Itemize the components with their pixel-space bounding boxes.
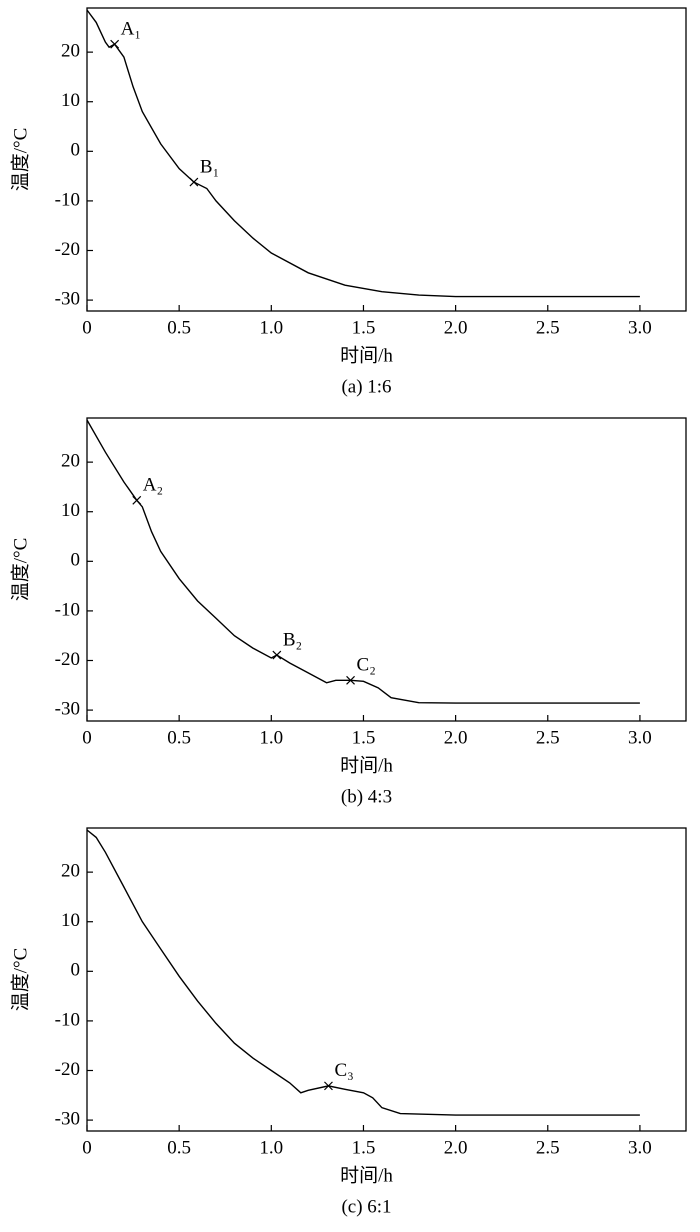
x-tick-label: 2.0 [444,317,468,338]
point-label: C₂ [357,655,376,676]
x-tick-label: 0.5 [167,317,191,338]
y-tick-label: 0 [71,140,81,161]
point-label: A₁ [121,19,141,40]
x-tick-label: 1.0 [259,1137,283,1158]
y-tick-label: 20 [61,40,80,61]
y-tick-label: 10 [61,90,80,111]
y-tick-label: -10 [55,599,80,620]
point-marker [132,495,142,505]
y-tick-label: 20 [61,450,80,471]
x-tick-label: 2.0 [444,727,468,748]
x-tick-label: 1.5 [352,1137,376,1158]
y-tick-label: -20 [55,239,80,260]
y-tick-label: 0 [71,550,81,571]
point-label: A₂ [143,475,163,496]
y-tick-label: -30 [55,698,80,719]
y-tick-label: 20 [61,860,80,881]
point-marker [346,675,355,685]
x-tick-label: 0.5 [167,727,191,748]
point-label: B₁ [200,156,219,177]
y-tick-label: 10 [61,910,80,931]
temperature-line [86,9,640,298]
plot-frame [86,7,687,312]
y-tick-label: 0 [71,960,81,981]
x-axis-label: 时间/h [340,344,393,366]
y-tick-label: -10 [55,1009,80,1030]
point-marker [189,177,199,187]
x-tick-label: 2.5 [536,727,560,748]
x-tick-label: 1.0 [259,317,283,338]
temperature-line [86,829,640,1116]
x-tick-label: 2.0 [444,1137,468,1158]
x-tick-label: 3.0 [628,727,652,748]
x-tick-label: 0 [82,1137,92,1158]
caption: (b) 4:3 [341,786,392,807]
plot-frame [86,417,687,722]
y-tick-label: -20 [55,649,80,670]
x-tick-label: 2.5 [536,1137,560,1158]
x-axis-label: 时间/h [340,1164,393,1186]
x-tick-label: 0 [82,727,92,748]
temperature-line [86,419,640,704]
x-tick-label: 3.0 [628,317,652,338]
y-tick-label: -30 [55,1108,80,1129]
y-axis-label: 温度/°C [9,948,31,1012]
x-tick-label: 1.5 [352,317,376,338]
y-axis-label: 温度/°C [9,128,31,192]
y-tick-label: -20 [55,1059,80,1080]
caption: (c) 6:1 [341,1196,391,1217]
caption: (a) 1:6 [341,376,391,397]
x-tick-label: 0 [82,317,92,338]
y-tick-label: -30 [55,288,80,309]
point-label: B₂ [283,629,302,650]
x-tick-label: 0.5 [167,1137,191,1158]
point-marker [110,39,120,49]
x-tick-label: 2.5 [536,317,560,338]
y-tick-label: 10 [61,500,80,521]
x-tick-label: 1.0 [259,727,283,748]
point-marker [272,650,282,660]
plot-frame [86,827,687,1132]
point-label: C₃ [334,1060,353,1081]
x-tick-label: 1.5 [352,727,376,748]
y-axis-label: 温度/°C [9,538,31,602]
x-tick-label: 3.0 [628,1137,652,1158]
y-tick-label: -10 [55,189,80,210]
x-axis-label: 时间/h [340,754,393,776]
point-marker [324,1081,333,1091]
